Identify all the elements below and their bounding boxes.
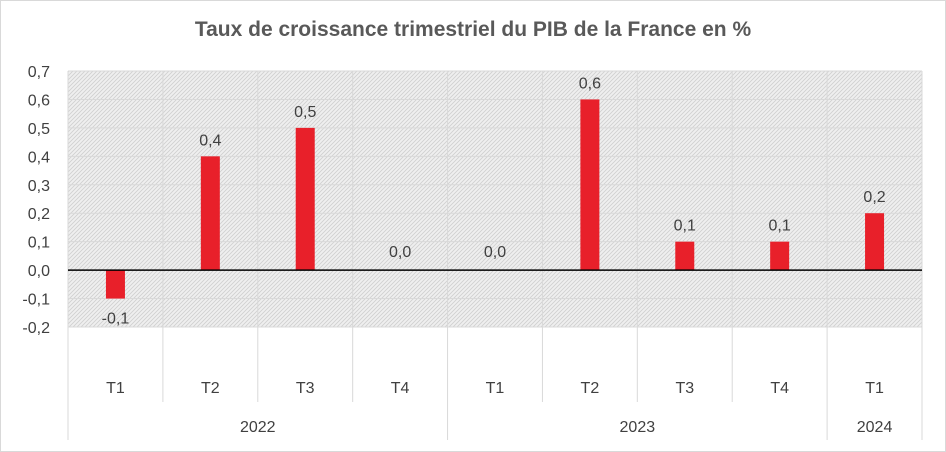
bar[interactable] (770, 241, 790, 271)
data-label: 0,1 (769, 218, 791, 235)
x-group-label: 2022 (240, 419, 276, 436)
bar[interactable] (295, 127, 315, 271)
data-label: 0,1 (674, 218, 696, 235)
y-tick-label: 0,6 (28, 92, 50, 109)
x-tick-label: T3 (675, 380, 694, 397)
y-tick-label: 0,0 (28, 263, 50, 280)
x-tick-label: T4 (391, 380, 410, 397)
data-label: 0,0 (389, 244, 411, 261)
data-label: 0,0 (484, 244, 506, 261)
y-tick-label: -0,1 (22, 292, 50, 309)
y-tick-label: 0,5 (28, 121, 50, 138)
y-tick-label: 0,4 (28, 149, 50, 166)
data-label: -0,1 (102, 311, 130, 328)
x-tick-label: T4 (770, 380, 789, 397)
x-tick-label: T1 (106, 380, 125, 397)
bar[interactable] (675, 241, 695, 271)
chart-title: Taux de croissance trimestriel du PIB de… (194, 18, 752, 41)
x-tick-label: T2 (581, 380, 600, 397)
x-group-label: 2023 (620, 419, 656, 436)
data-label: 0,5 (294, 104, 316, 121)
bar[interactable] (105, 270, 125, 299)
x-group-label: 2024 (857, 419, 893, 436)
y-tick-label: 0,7 (28, 64, 50, 81)
bar[interactable] (580, 99, 600, 271)
x-tick-label: T1 (865, 380, 884, 397)
bar[interactable] (200, 156, 220, 271)
data-label: 0,2 (863, 189, 885, 206)
y-tick-label: 0,1 (28, 235, 50, 252)
y-tick-label: 0,3 (28, 178, 50, 195)
y-tick-label: -0,2 (22, 320, 50, 337)
plot-area-background (68, 71, 922, 327)
data-label: 0,4 (199, 132, 221, 149)
y-tick-label: 0,2 (28, 206, 50, 223)
x-tick-label: T2 (201, 380, 220, 397)
x-tick-label: T3 (296, 380, 315, 397)
x-tick-label: T1 (486, 380, 505, 397)
data-label: 0,6 (579, 75, 601, 92)
bar[interactable] (865, 213, 885, 271)
